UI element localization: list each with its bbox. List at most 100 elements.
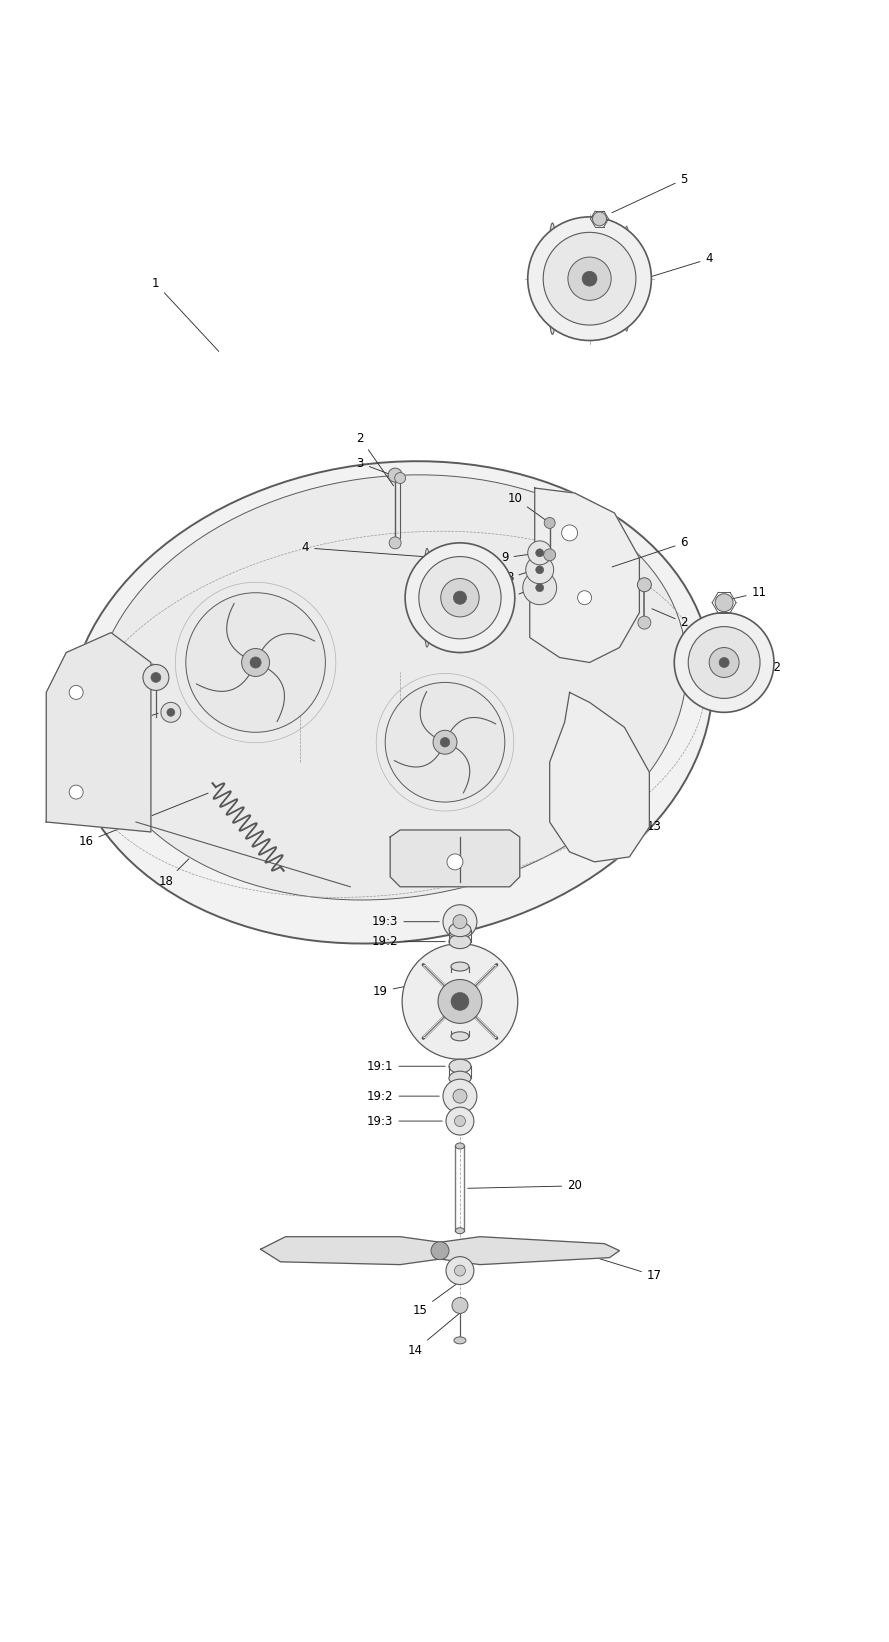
Circle shape [543, 233, 636, 325]
Ellipse shape [623, 227, 630, 332]
Circle shape [143, 665, 169, 690]
Text: 2: 2 [356, 432, 394, 486]
Circle shape [719, 657, 729, 668]
Circle shape [447, 854, 463, 870]
Circle shape [388, 468, 402, 483]
Text: 19:3: 19:3 [367, 1115, 442, 1128]
Ellipse shape [449, 1059, 471, 1074]
Text: 5: 5 [612, 172, 688, 213]
Circle shape [431, 1241, 449, 1259]
Circle shape [454, 1264, 466, 1276]
Text: 19:2: 19:2 [372, 936, 445, 947]
Text: 16: 16 [78, 793, 208, 849]
Polygon shape [530, 488, 639, 662]
Polygon shape [390, 829, 520, 887]
Text: 2: 2 [652, 609, 688, 629]
Circle shape [544, 548, 556, 562]
Text: 4: 4 [647, 253, 713, 277]
Circle shape [715, 594, 733, 612]
Circle shape [446, 1256, 474, 1284]
Circle shape [688, 627, 760, 698]
Circle shape [402, 944, 517, 1059]
Circle shape [443, 905, 477, 939]
Circle shape [637, 578, 652, 591]
Circle shape [451, 992, 469, 1010]
Ellipse shape [68, 461, 713, 944]
Text: 19:3: 19:3 [372, 915, 439, 928]
Text: 20: 20 [468, 1179, 582, 1192]
Circle shape [395, 473, 405, 483]
Text: 6: 6 [613, 537, 688, 566]
Circle shape [438, 980, 482, 1023]
Circle shape [582, 271, 597, 286]
Circle shape [578, 591, 591, 604]
Text: 1: 1 [152, 277, 219, 351]
Polygon shape [46, 632, 151, 832]
Text: 4: 4 [301, 542, 457, 560]
Text: 19:2: 19:2 [367, 1090, 439, 1103]
Ellipse shape [548, 223, 557, 335]
Circle shape [562, 525, 578, 540]
Circle shape [389, 537, 401, 548]
Polygon shape [549, 693, 649, 862]
Text: 17: 17 [592, 1256, 661, 1282]
Circle shape [593, 212, 606, 227]
Ellipse shape [451, 962, 469, 970]
Circle shape [161, 703, 180, 722]
Circle shape [674, 612, 774, 713]
Text: 8: 8 [506, 571, 533, 585]
Circle shape [528, 217, 652, 340]
Circle shape [536, 585, 544, 591]
Circle shape [186, 593, 325, 732]
Text: 19: 19 [372, 982, 428, 998]
Text: 11: 11 [727, 586, 766, 599]
Circle shape [638, 616, 651, 629]
Ellipse shape [455, 1143, 464, 1149]
Circle shape [528, 540, 552, 565]
Text: 12: 12 [766, 662, 781, 673]
Circle shape [441, 578, 479, 617]
Circle shape [151, 673, 161, 683]
Text: 15: 15 [412, 1273, 473, 1317]
Circle shape [523, 571, 557, 604]
Circle shape [452, 1297, 468, 1314]
Text: 10: 10 [508, 491, 548, 521]
Circle shape [440, 737, 450, 747]
Text: 19:1: 19:1 [367, 1059, 445, 1072]
Text: 14: 14 [407, 1307, 467, 1356]
Text: 7: 7 [506, 589, 533, 604]
Circle shape [525, 557, 554, 585]
Circle shape [454, 1115, 466, 1126]
Circle shape [453, 591, 467, 604]
Text: 18: 18 [158, 859, 188, 888]
Ellipse shape [449, 923, 471, 936]
Polygon shape [260, 1236, 620, 1264]
Circle shape [446, 1107, 474, 1135]
Ellipse shape [454, 1337, 466, 1343]
Circle shape [433, 731, 457, 754]
Circle shape [453, 915, 467, 929]
Circle shape [544, 517, 555, 529]
Circle shape [536, 548, 544, 557]
Circle shape [242, 649, 269, 677]
Ellipse shape [93, 475, 687, 900]
Text: 13: 13 [587, 793, 661, 834]
Ellipse shape [449, 934, 471, 949]
Ellipse shape [449, 1071, 471, 1085]
Circle shape [536, 566, 544, 573]
Circle shape [69, 785, 84, 800]
Ellipse shape [451, 1031, 469, 1041]
Text: 21: 21 [103, 663, 153, 678]
Text: 3: 3 [356, 456, 403, 479]
Circle shape [385, 683, 505, 801]
Text: 5: 5 [98, 713, 158, 739]
Text: 9: 9 [501, 552, 537, 565]
Circle shape [250, 657, 261, 668]
Circle shape [405, 544, 515, 652]
Circle shape [167, 708, 175, 716]
Circle shape [709, 647, 739, 678]
Circle shape [69, 685, 84, 699]
Circle shape [568, 258, 611, 300]
Circle shape [419, 557, 501, 639]
Circle shape [443, 1079, 477, 1113]
